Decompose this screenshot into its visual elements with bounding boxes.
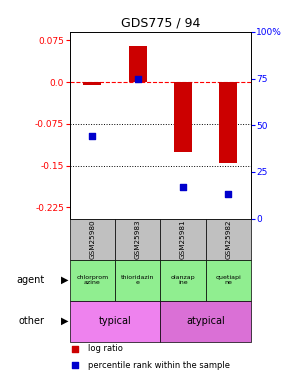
Point	[73, 346, 77, 352]
Text: GSM25983: GSM25983	[135, 219, 141, 259]
Point	[181, 184, 185, 190]
Text: chlorprom
azine: chlorprom azine	[76, 274, 108, 285]
Bar	[160, 219, 206, 260]
Text: olanzap
ine: olanzap ine	[171, 274, 195, 285]
Text: log ratio: log ratio	[88, 345, 123, 354]
Text: atypical: atypical	[186, 316, 225, 326]
Text: percentile rank within the sample: percentile rank within the sample	[88, 361, 230, 370]
Bar	[206, 219, 251, 260]
Point	[90, 134, 95, 140]
Text: quetiapi
ne: quetiapi ne	[215, 274, 241, 285]
Point	[226, 191, 231, 197]
Bar	[70, 260, 115, 300]
Bar	[219, 82, 237, 163]
Bar	[115, 260, 160, 300]
Text: other: other	[19, 316, 45, 326]
Bar	[160, 300, 251, 342]
Text: ▶: ▶	[61, 316, 69, 326]
Bar	[70, 219, 115, 260]
Bar	[83, 82, 101, 85]
Bar	[206, 260, 251, 300]
Text: ▶: ▶	[61, 275, 69, 285]
Text: GSM25980: GSM25980	[89, 219, 95, 259]
Bar	[115, 219, 160, 260]
Bar	[174, 82, 192, 152]
Bar	[70, 300, 160, 342]
Title: GDS775 / 94: GDS775 / 94	[121, 16, 200, 29]
Bar	[160, 260, 206, 300]
Point	[135, 75, 140, 81]
Text: GSM25982: GSM25982	[225, 219, 231, 259]
Text: thioridazin
e: thioridazin e	[121, 274, 154, 285]
Text: agent: agent	[17, 275, 45, 285]
Text: typical: typical	[99, 316, 131, 326]
Text: GSM25981: GSM25981	[180, 219, 186, 259]
Bar	[128, 46, 147, 82]
Point	[73, 362, 77, 368]
